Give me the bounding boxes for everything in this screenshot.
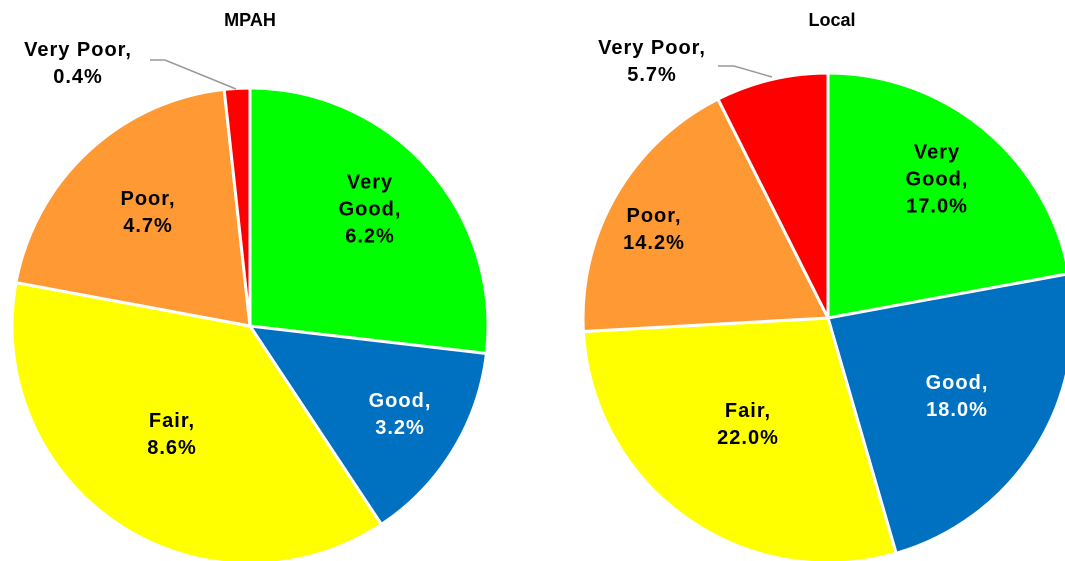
category-label: Good,	[368, 390, 432, 412]
data-label: Good, 18.0%	[897, 370, 1017, 424]
pie-slice	[581, 316, 899, 561]
data-label: Good, 3.2%	[340, 388, 460, 442]
data-label: Fair, 8.6%	[112, 408, 232, 462]
category-label: Very Good,	[338, 171, 402, 221]
pie-slice	[581, 97, 831, 334]
category-label: Very Poor,	[24, 39, 132, 61]
data-label: Poor, 14.2%	[594, 203, 714, 257]
pie-slice	[715, 71, 830, 319]
pie-slice	[222, 86, 252, 327]
value-label: 17.0%	[906, 195, 968, 218]
data-label: Very Good, 6.2%	[330, 170, 410, 251]
pie-slice	[248, 86, 490, 356]
value-label: 3.2%	[375, 417, 425, 439]
value-label: 0.4%	[53, 66, 103, 88]
value-label: 18.0%	[926, 399, 988, 421]
category-label: Very Good,	[905, 141, 969, 191]
value-label: 5.7%	[627, 64, 677, 86]
category-label: Fair,	[724, 400, 772, 422]
leader-line	[718, 65, 773, 78]
data-label: Fair, 22.0%	[688, 398, 808, 452]
data-label: Very Poor, 5.7%	[577, 35, 727, 89]
pie-slice	[10, 280, 384, 561]
leader-line	[150, 59, 237, 90]
value-label: 22.0%	[717, 427, 779, 449]
value-label: 4.7%	[123, 215, 173, 237]
data-label: Very Good, 17.0%	[897, 140, 977, 221]
pie-slice	[826, 272, 1065, 556]
chart-title: MPAH	[224, 10, 276, 30]
category-label: Fair,	[148, 410, 196, 432]
category-label: Poor,	[626, 205, 682, 227]
category-label: Very Poor,	[598, 37, 706, 59]
value-label: 14.2%	[623, 232, 685, 254]
value-label: 6.2%	[345, 225, 395, 248]
pie-slice	[14, 87, 252, 328]
pie-slice	[246, 324, 489, 527]
data-label: Very Poor, 0.4%	[3, 37, 153, 91]
chart-title: Local	[808, 10, 856, 30]
pie-slice	[826, 71, 1065, 320]
category-label: Poor,	[120, 188, 176, 210]
data-label: Poor, 4.7%	[88, 186, 208, 240]
category-label: Good,	[925, 372, 989, 394]
value-label: 8.6%	[147, 437, 197, 459]
